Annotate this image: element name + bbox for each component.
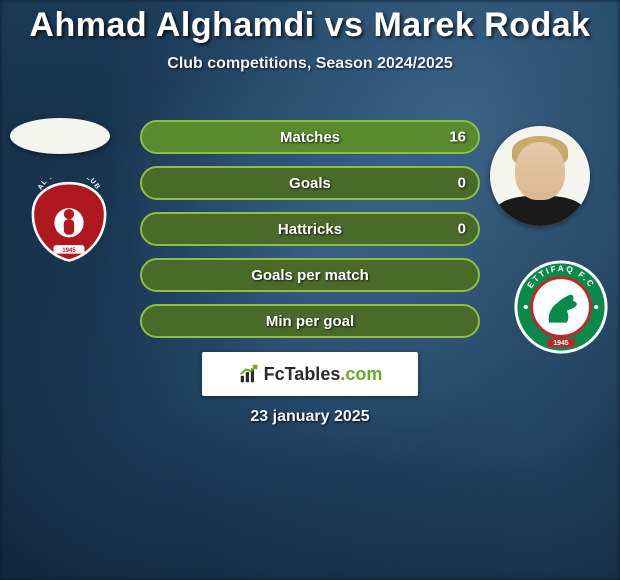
player-right-avatar <box>490 126 590 226</box>
svg-text:1945: 1945 <box>62 248 76 254</box>
page-title: Ahmad Alghamdi vs Marek Rodak <box>0 0 620 45</box>
bar-label: Hattricks <box>278 221 342 238</box>
bar-value-right: 16 <box>449 129 466 146</box>
date-label: 23 january 2025 <box>0 408 620 426</box>
subtitle: Club competitions, Season 2024/2025 <box>0 55 620 73</box>
club-left-badge: AL WEHDA CLUB 1945 <box>26 178 112 264</box>
logo-text: FcTables.com <box>264 364 383 385</box>
bar-value-right: 0 <box>458 175 466 192</box>
bar-label: Goals per match <box>251 267 369 284</box>
stat-bar: Hattricks 0 <box>140 212 480 246</box>
bar-label: Matches <box>280 129 340 146</box>
fctables-logo: FcTables.com <box>202 352 418 396</box>
bar-value-right: 0 <box>458 221 466 238</box>
bar-label: Min per goal <box>266 313 354 330</box>
player-left-avatar <box>10 118 110 154</box>
stat-bar: Matches 16 <box>140 120 480 154</box>
stat-bar: Goals per match <box>140 258 480 292</box>
bar-label: Goals <box>289 175 331 192</box>
stat-bars: Matches 16 Goals 0 Hattricks 0 Goals per… <box>140 120 480 350</box>
stat-bar: Min per goal <box>140 304 480 338</box>
svg-text:1945: 1945 <box>553 340 568 347</box>
club-right-badge: ETTIFAQ F.C 1945 <box>512 258 598 344</box>
stat-bar: Goals 0 <box>140 166 480 200</box>
chart-icon <box>238 363 260 385</box>
